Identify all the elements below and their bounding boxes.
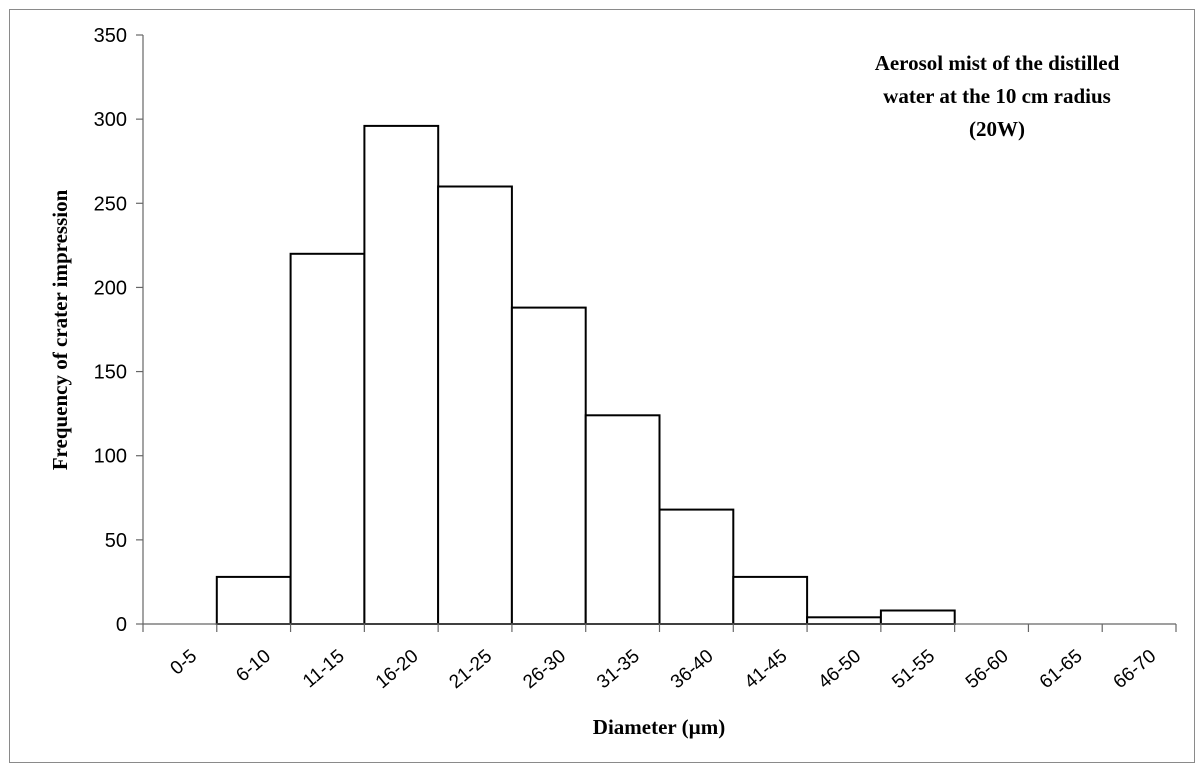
y-tick-label: 300 [94,109,127,131]
x-tick-label: 36-40 [667,646,718,693]
chart-title-line-1: Aerosol mist of the distilled [875,51,1120,75]
x-tick-label: 21-25 [445,646,496,693]
chart-title-line-2: water at the 10 cm radius [883,84,1111,108]
y-tick-label: 50 [105,530,127,552]
x-axis-title: Diameter (µm) [593,715,725,739]
x-tick-label: 46-50 [814,646,865,693]
x-tick-label: 26-30 [519,646,570,693]
x-tick-label: 6-10 [232,646,275,687]
bars-group [215,124,956,626]
bar-16-20 [363,124,440,626]
x-ticks-group: 0-5 6-10 11-15 16-20 21-25 26-30 31-35 36-40 41-… [142,624,1177,693]
bar-6-10 [215,575,292,626]
y-tick-label: 0 [116,614,127,636]
bar-21-25 [437,185,513,625]
bar-36-40 [658,508,735,626]
x-tick-label: 0-5 [167,646,202,680]
y-axis-title: Frequency of crater impression [48,189,72,470]
x-tick-label: 56-60 [962,646,1013,693]
y-tick-label: 350 [94,25,127,47]
x-tick-label: 16-20 [372,646,423,693]
x-tick-label: 41-45 [741,646,792,693]
x-tick-label: 31-35 [593,646,644,693]
bar-31-35 [584,414,661,625]
chart-title-line-3: (20W) [969,117,1025,141]
bar-11-15 [289,252,366,626]
chart-frame [9,9,1195,763]
bar-41-45 [732,575,809,626]
y-tick-label: 250 [94,193,127,215]
bar-46-50 [806,616,882,625]
x-tick-label: 61-65 [1036,646,1087,693]
x-tick-label: 66-70 [1110,646,1161,693]
y-ticks-group: 0 50 100 150 200 250 300 350 [94,25,143,636]
bar-26-30 [510,306,587,625]
bar-51-55 [879,609,956,625]
x-tick-label: 51-55 [888,646,939,693]
y-tick-label: 150 [94,362,127,384]
x-tick-label: 11-15 [299,646,349,692]
y-tick-label: 200 [94,277,127,299]
y-tick-label: 100 [94,446,127,468]
